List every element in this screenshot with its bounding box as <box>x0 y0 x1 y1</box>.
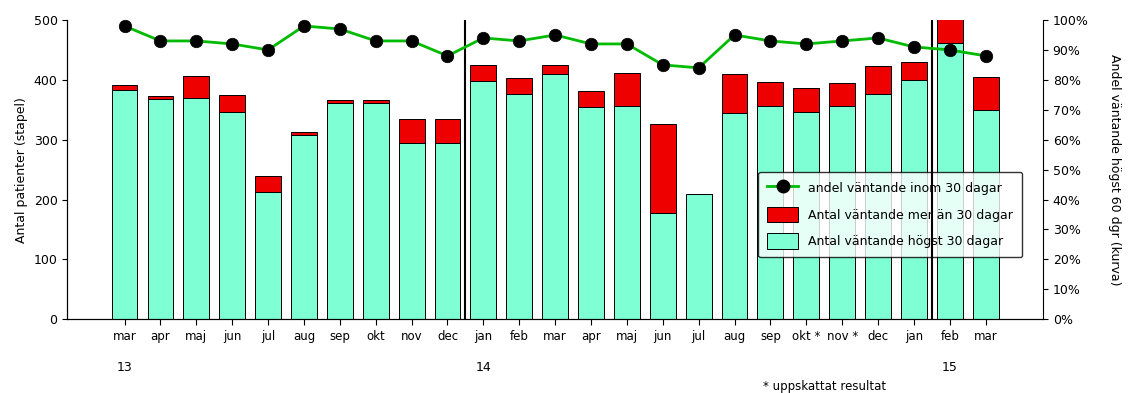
Bar <box>435 119 460 143</box>
Bar <box>758 82 784 106</box>
Bar <box>793 88 819 112</box>
Bar <box>972 77 999 110</box>
Bar <box>972 110 999 319</box>
Bar <box>937 43 962 319</box>
Bar <box>291 135 317 319</box>
Bar <box>613 106 640 319</box>
Bar <box>183 98 209 319</box>
Bar <box>507 78 532 94</box>
Y-axis label: Antal patienter (stapel): Antal patienter (stapel) <box>15 97 28 242</box>
Legend: andel väntande inom 30 dagar, Antal väntande mer än 30 dagar, Antal väntande hög: andel väntande inom 30 dagar, Antal vänt… <box>759 172 1022 257</box>
Bar <box>542 65 568 74</box>
Bar <box>866 66 891 94</box>
Bar <box>111 85 137 90</box>
Bar <box>470 81 496 319</box>
Bar <box>829 106 855 319</box>
Bar <box>829 83 855 106</box>
Bar <box>758 106 784 319</box>
Text: * uppskattat resultat: * uppskattat resultat <box>762 380 886 393</box>
Bar <box>256 176 281 192</box>
Text: 14: 14 <box>476 361 491 374</box>
Bar <box>327 103 353 319</box>
Bar <box>793 112 819 319</box>
Bar <box>721 113 747 319</box>
Bar <box>721 74 747 113</box>
Bar <box>613 73 640 106</box>
Y-axis label: Andel väntande högst 60 dgr (kurva): Andel väntande högst 60 dgr (kurva) <box>1108 54 1121 285</box>
Bar <box>507 94 532 319</box>
Bar <box>399 119 425 143</box>
Bar <box>578 91 604 107</box>
Bar <box>219 112 245 319</box>
Text: 13: 13 <box>117 361 133 374</box>
Bar <box>362 103 389 319</box>
Text: 15: 15 <box>942 361 958 374</box>
Bar <box>111 90 137 319</box>
Bar <box>578 107 604 319</box>
Bar <box>148 96 174 99</box>
Bar <box>399 143 425 319</box>
Bar <box>901 62 927 80</box>
Bar <box>937 19 962 43</box>
Bar <box>901 80 927 319</box>
Bar <box>686 193 711 319</box>
Bar <box>219 95 245 112</box>
Bar <box>183 76 209 98</box>
Bar <box>327 99 353 103</box>
Bar <box>470 65 496 81</box>
Bar <box>650 124 676 213</box>
Bar <box>362 99 389 103</box>
Bar <box>866 94 891 319</box>
Bar <box>542 74 568 319</box>
Bar <box>435 143 460 319</box>
Bar <box>148 99 174 319</box>
Bar <box>291 132 317 135</box>
Bar <box>650 213 676 319</box>
Bar <box>256 192 281 319</box>
